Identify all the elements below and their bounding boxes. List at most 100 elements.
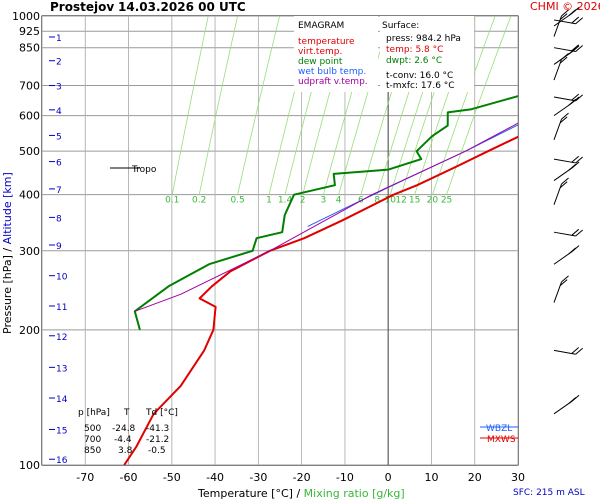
- mixing-ratio-label: 2: [300, 196, 306, 206]
- table-cell: 3.8: [118, 446, 133, 456]
- mxws-label: MXWS: [487, 435, 516, 445]
- sfc-label: SFC: 215 m ASL: [513, 488, 585, 498]
- mixing-ratio-label: 4: [336, 196, 342, 206]
- wind-barb: [553, 96, 580, 117]
- wind-barb: [553, 347, 583, 355]
- temperature-tick-label: -50: [163, 471, 181, 484]
- mixing-ratio-label: 0.1: [165, 196, 179, 206]
- wind-barb: [553, 245, 580, 265]
- table-cell: -24.8: [112, 424, 136, 434]
- pressure-tick-label: 500: [19, 145, 40, 158]
- temperature-tick-label: -10: [336, 471, 354, 484]
- altitude-tick-label: 10: [56, 273, 68, 283]
- wind-barb: [553, 7, 580, 27]
- temperature-tick-label: -70: [76, 471, 94, 484]
- tropopause-label: Tropo: [131, 165, 157, 175]
- mixing-ratio-label: 25: [441, 196, 452, 206]
- surface-tmxfc: t-mxfc: 17.6 °C: [386, 81, 455, 91]
- mixing-ratio-label: 1: [266, 196, 272, 206]
- pressure-tick-label: 600: [19, 110, 40, 123]
- x-axis-label-mixing: Mixing ratio [g/kg]: [304, 487, 405, 500]
- table-cell: -4.4: [114, 435, 132, 445]
- station-name: Prostejov: [50, 0, 114, 14]
- wind-barb-column: [553, 7, 583, 415]
- altitude-tick-label: 5: [56, 132, 62, 142]
- surface-tconv: t-conv: 16.0 °C: [386, 71, 453, 81]
- wind-barb: [553, 394, 580, 415]
- pressure-tick-label: 925: [19, 25, 40, 38]
- wind-barb: [553, 9, 569, 37]
- wind-barb: [553, 44, 583, 53]
- series-layer: [123, 95, 518, 465]
- x-axis-label-temperature: Temperature [°C]: [197, 487, 293, 500]
- table-cell: 700: [84, 435, 101, 445]
- table-cell: 500: [84, 424, 101, 434]
- mixing-ratio-label: 12: [395, 196, 406, 206]
- wind-barb: [553, 177, 569, 205]
- table-header-td: Td [°C]: [145, 408, 178, 418]
- legend-title: EMAGRAM: [298, 21, 344, 31]
- temperature-tick-label: -30: [249, 471, 267, 484]
- altitude-tick-label: 4: [56, 107, 62, 117]
- mixing-ratio-label: 20: [427, 196, 439, 206]
- pressure-tick-label: 400: [19, 189, 40, 202]
- mixing-ratio-line: [446, 16, 512, 195]
- table-header-p: p [hPa]: [78, 408, 110, 418]
- mixing-ratio-label: 15: [409, 196, 420, 206]
- pressure-tick-label: 200: [19, 324, 40, 337]
- surface-temp: temp: 5.8 °C: [386, 45, 443, 55]
- x-axis-label: Temperature [°C] / Mixing ratio [g/kg]: [197, 487, 405, 500]
- altitude-tick-label: 16: [56, 456, 68, 466]
- sounding-datetime: 14.03.2026 00 UTC: [118, 0, 246, 14]
- temperature-tick-label: 20: [468, 471, 482, 484]
- mixing-ratio-label: 3: [321, 196, 327, 206]
- mixing-ratio-label: 8: [374, 196, 380, 206]
- surface-title: Surface:: [382, 21, 419, 31]
- series-line: [307, 124, 518, 227]
- altitude-tick-label: 12: [56, 333, 67, 343]
- temperature-tick-label: -60: [120, 471, 138, 484]
- table-header-t: T: [123, 408, 130, 418]
- legend-item-dew-point: dew point: [298, 57, 343, 67]
- temperature-tick-labels: -70 -60 -50 -40 -30 -20 -10 0 10 20 30: [76, 471, 525, 484]
- surface-box: Surface: press: 984.2 hPa temp: 5.8 °C d…: [380, 16, 474, 92]
- pressure-tick-label: 850: [19, 42, 40, 55]
- table-cell: 850: [84, 446, 101, 456]
- pressure-tick-label: 300: [19, 245, 40, 258]
- altitude-tick-label: 3: [56, 83, 62, 93]
- mixing-ratio-label: 10: [385, 196, 397, 206]
- table-cell: -0.5: [148, 446, 166, 456]
- mixing-ratio-line: [171, 16, 209, 195]
- wind-barb: [553, 112, 569, 140]
- mixing-ratio-label: 0.5: [230, 196, 244, 206]
- wbzl-label: WBZL: [486, 424, 512, 434]
- wind-barb: [553, 228, 583, 237]
- mixing-ratio-label: 1.4: [278, 196, 293, 206]
- wind-barb: [553, 161, 580, 181]
- pressure-tick-label: 700: [19, 80, 40, 93]
- altitude-tick-label: 11: [56, 303, 67, 313]
- table-cell: -21.2: [146, 435, 169, 445]
- temperature-tick-label: 0: [385, 471, 392, 484]
- pressure-tick-label: 100: [19, 459, 40, 472]
- altitude-tick-label: 14: [56, 395, 68, 405]
- wind-barb: [553, 53, 569, 81]
- pressure-tick-labels: 100 200 300 400 500 600 700 850 925 1000: [12, 10, 40, 472]
- altitude-tick-label: 7: [56, 186, 62, 196]
- altitude-tick-label: 6: [56, 159, 62, 169]
- x-axis-label-separator: /: [293, 487, 304, 500]
- temperature-tick-label: -40: [206, 471, 224, 484]
- legend-item-wet-bulb: wet bulb temp.: [298, 67, 366, 77]
- y-axis-label-pressure: Pressure [hPa]: [1, 255, 14, 334]
- wind-barb: [553, 16, 583, 25]
- altitude-tick-label: 9: [56, 242, 62, 252]
- surface-press: press: 984.2 hPa: [386, 34, 461, 44]
- credit-label: CHMI © 2026: [530, 0, 600, 13]
- series-line: [134, 122, 518, 312]
- y-axis-label-altitude: Altitude [km]: [1, 172, 14, 244]
- y-axis-label-separator: /: [1, 244, 14, 255]
- altitude-tick-label: 2: [56, 58, 62, 68]
- wind-barb: [553, 155, 583, 164]
- altitude-tick-label: 13: [56, 364, 67, 374]
